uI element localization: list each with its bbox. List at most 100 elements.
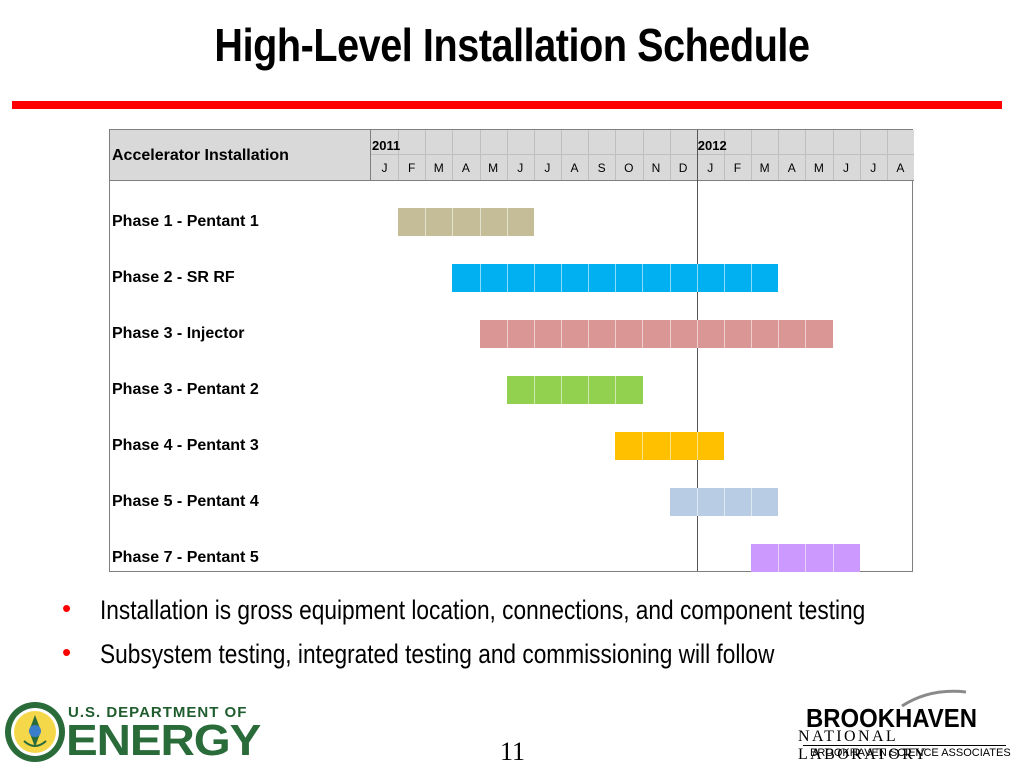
bar-segment-divider [561,320,563,348]
bullet-marker: • [62,637,72,667]
bar-segment-divider [479,264,481,292]
header-column-line [778,130,780,180]
header-column-line [533,130,535,180]
bullet-text: Subsystem testing, integrated testing an… [100,639,775,669]
bar-segment-divider [561,264,563,292]
header-bottom-line [110,180,914,181]
bar-segment-divider [751,320,753,348]
bar-segment-divider [506,264,508,292]
header-column-line [669,130,671,180]
header-column-line [751,130,753,180]
header-column-line [506,130,508,180]
bullet-marker: • [62,593,72,623]
task-label: Phase 3 - Pentant 2 [112,381,259,398]
header-column-line [588,130,590,180]
month-label: F [407,161,416,175]
header-column-line [561,130,563,180]
doe-seal-icon [5,702,65,762]
header-column-line [805,130,807,180]
month-label: J [517,161,524,175]
slide-title: High-Level Installation Schedule [214,19,810,71]
header-column-line [859,130,861,180]
header-column-line [832,130,834,180]
task-bar [669,488,779,516]
bar-segment-divider [778,544,780,572]
month-label: D [678,161,688,175]
bar-segment-divider [506,320,508,348]
task-bar [479,320,833,348]
bnl-associates-text: BROOKHAVEN SCIENCE ASSOCIATES [810,747,1011,759]
bar-segment-divider [615,376,617,404]
year-boundary-line [696,130,698,571]
task-label: Phase 3 - Injector [112,325,245,342]
bar-segment-divider [751,264,753,292]
header-column-line [398,130,400,180]
gantt-chart: Accelerator Installation 2011 2012 J F M A M J J… [109,129,914,572]
task-label: Phase 5 - Pentant 4 [112,493,259,510]
bar-segment-divider [533,320,535,348]
bar-segment-divider [696,432,698,460]
month-label: J [870,161,877,175]
task-bar [615,432,724,460]
header-column-line [479,130,481,180]
bnl-divider [803,745,1006,746]
bar-segment-divider [506,208,508,236]
bar-segment-divider [561,376,563,404]
bar-segment-divider [588,264,590,292]
bar-segment-divider [615,264,617,292]
task-bar [751,544,860,572]
header-year-divider [371,154,914,155]
month-label: O [624,161,634,175]
bar-segment-divider [669,320,671,348]
bar-segment-divider [588,376,590,404]
task-label: Phase 2 - SR RF [112,269,235,286]
month-label: A [461,161,470,175]
bar-segment-divider [669,432,671,460]
bnl-national-lab-text: NATIONAL LABORATORY [798,728,929,763]
year-label: 2011 [372,138,401,153]
bar-segment-divider [723,488,725,516]
month-label: M [813,161,824,175]
month-label: M [433,161,444,175]
task-label: Phase 1 - Pentant 1 [112,213,259,230]
page-number: 11 [500,737,526,766]
doe-department-text: U.S. DEPARTMENT OF [68,704,248,721]
bar-segment-divider [805,320,807,348]
bar-segment-divider [452,208,454,236]
month-label: A [787,161,796,175]
bar-segment-divider [778,320,780,348]
month-label: J [381,161,388,175]
header-column-line [723,130,725,180]
bar-segment-divider [696,320,698,348]
month-label: J [843,161,850,175]
bar-segment-divider [533,376,535,404]
header-column-line [425,130,427,180]
bar-segment-divider [615,320,617,348]
header-column-line [452,130,454,180]
month-label: M [759,161,770,175]
bar-segment-divider [723,320,725,348]
bar-segment-divider [669,264,671,292]
bar-segment-divider [696,488,698,516]
task-bar [506,376,643,404]
task-label: Phase 4 - Pentant 3 [112,437,259,454]
header-column-line [886,130,888,180]
task-label: Phase 7 - Pentant 5 [112,549,259,566]
task-bar [398,208,534,236]
bar-segment-divider [642,264,644,292]
month-label: A [570,161,579,175]
bar-segment-divider [805,544,807,572]
bar-segment-divider [642,320,644,348]
month-label: F [733,161,742,175]
title-divider [12,101,1002,109]
month-label: A [896,161,905,175]
doe-energy-text: ENERGY [66,716,261,765]
bar-segment-divider [533,264,535,292]
task-bar [452,264,779,292]
header-column-line [642,130,644,180]
header-column-line [615,130,617,180]
bar-segment-divider [479,208,481,236]
month-label: N [651,161,661,175]
month-label: J [544,161,551,175]
year-label: 2012 [697,138,727,153]
